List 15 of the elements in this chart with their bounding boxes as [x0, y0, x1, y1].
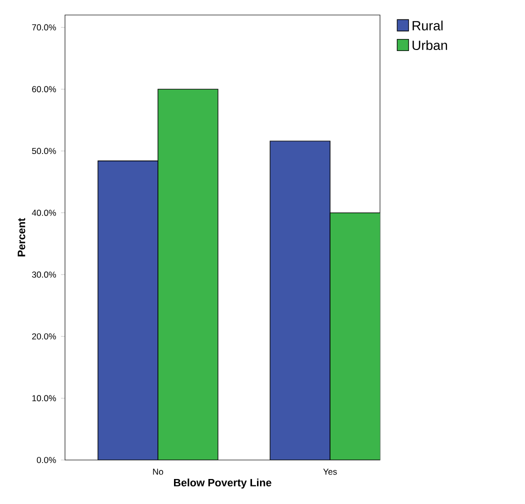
- y-tick-label: 50.0%: [32, 148, 56, 154]
- legend-label: Urban: [412, 40, 448, 50]
- x-tick-label: Yes: [323, 468, 337, 475]
- y-tick-label: 10.0%: [32, 395, 56, 402]
- y-tick-label: 0.0%: [36, 456, 56, 464]
- y-tick-label: 70.0%: [32, 24, 56, 30]
- y-tick-label: 40.0%: [32, 210, 56, 216]
- legend-label: Rural: [412, 20, 443, 30]
- x-axis-title: Below Poverty Line: [174, 478, 272, 489]
- x-tick-label: No: [153, 468, 164, 475]
- y-axis-title: Percent: [18, 218, 26, 256]
- y-tick-label: 60.0%: [32, 86, 56, 92]
- bar: [98, 160, 158, 460]
- y-tick-label: 30.0%: [32, 272, 56, 278]
- y-tick-label: 20.0%: [32, 333, 56, 340]
